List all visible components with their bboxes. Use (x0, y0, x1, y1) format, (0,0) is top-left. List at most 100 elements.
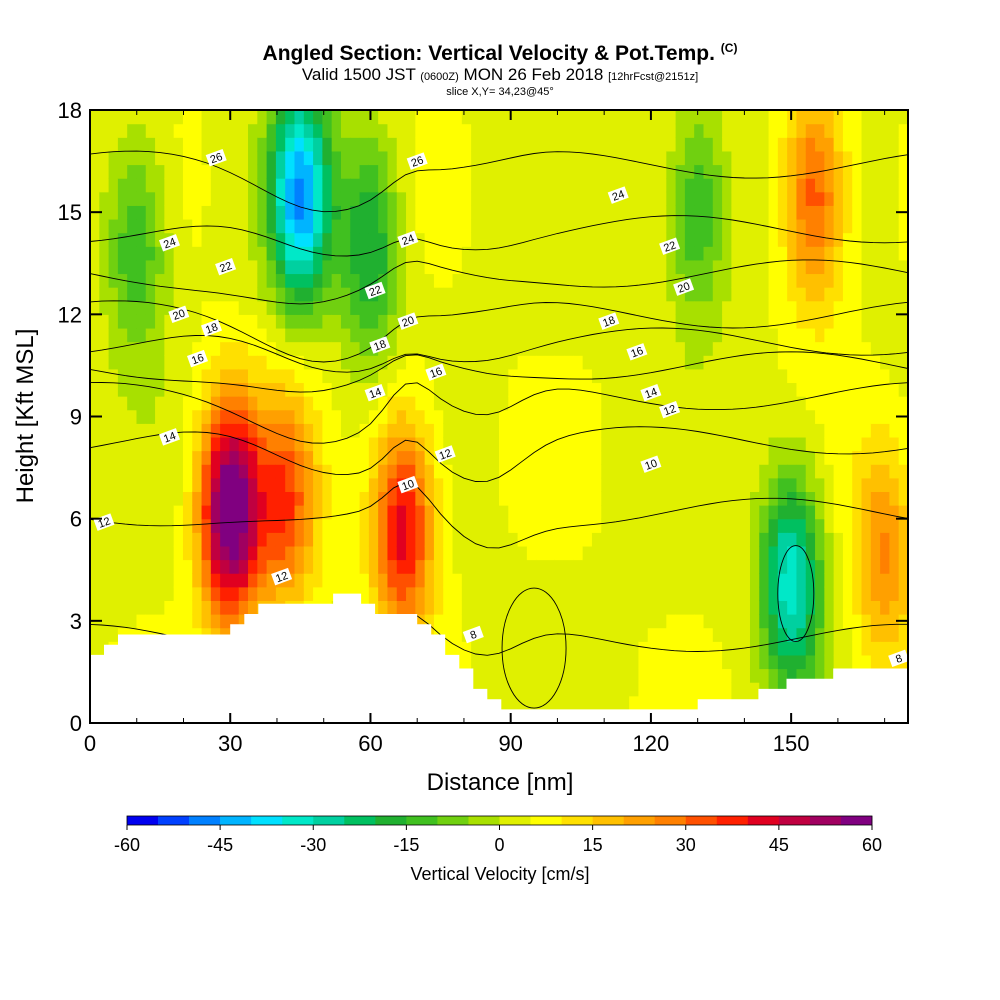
heat-cell (238, 191, 249, 206)
heat-cell (387, 300, 398, 315)
heat-cell (573, 327, 584, 343)
heat-cell (861, 137, 872, 152)
heat-cell (192, 150, 203, 166)
heat-cell (480, 232, 491, 247)
heat-cell (378, 477, 389, 493)
heat-cell (564, 600, 574, 615)
isentrope-20 (90, 300, 908, 363)
heat-cell (694, 327, 705, 343)
heat-cell (610, 532, 621, 547)
heat-cell (601, 586, 612, 601)
heat-cell (582, 110, 593, 125)
heat-cell (703, 355, 714, 370)
heat-cell (880, 218, 891, 234)
heat-cell (898, 436, 908, 452)
heat-cell (424, 586, 435, 601)
heat-cell (387, 218, 398, 234)
heat-cell (257, 355, 268, 370)
heat-cell (889, 464, 900, 479)
heat-cell (703, 532, 714, 547)
heat-cell (275, 178, 286, 193)
heat-cell (852, 600, 863, 615)
heat-cell (331, 491, 342, 506)
heat-cell (201, 259, 212, 275)
heat-cell (508, 409, 519, 424)
heat-cell (508, 300, 519, 315)
heat-cell (192, 423, 203, 438)
heat-cell (703, 614, 714, 629)
heat-cell (201, 110, 212, 125)
heat-cell (117, 300, 128, 315)
heat-cell (582, 423, 593, 438)
heat-cell (136, 477, 147, 493)
heat-cell (684, 355, 695, 370)
heat-cell (647, 464, 658, 479)
heat-cell (415, 355, 426, 370)
heat-cell (833, 654, 844, 670)
heat-cell (749, 110, 760, 125)
heat-cell (526, 654, 537, 670)
heat-cell (749, 586, 760, 601)
heat-cell (415, 191, 426, 206)
heat-cell (313, 586, 323, 601)
heat-cell (647, 110, 658, 125)
heat-cell (275, 382, 286, 397)
heat-cell (396, 450, 407, 465)
heat-cell (452, 600, 463, 615)
heat-cell (90, 164, 100, 179)
heat-cell (777, 137, 788, 152)
heat-cell (285, 164, 296, 179)
heat-cell (740, 164, 751, 179)
heat-cell (842, 559, 853, 574)
heat-cell (350, 287, 361, 302)
heat-cell (127, 341, 138, 356)
heat-cell (805, 368, 816, 384)
heat-cell (350, 246, 361, 261)
heat-cell (173, 559, 184, 574)
heat-cell (452, 137, 463, 152)
heat-cell (238, 355, 249, 370)
isentrope-label-text: 20 (400, 314, 416, 329)
heat-cell (657, 287, 667, 302)
heat-cell (406, 259, 416, 275)
heat-cell (108, 545, 119, 561)
heat-cell (489, 341, 500, 356)
heat-cell (554, 137, 565, 152)
heat-cell (340, 464, 351, 479)
heat-cell (638, 436, 649, 452)
heat-cell (749, 123, 760, 138)
heat-cell (564, 205, 574, 220)
heat-cell (480, 287, 491, 302)
heat-cell (526, 314, 537, 329)
heat-cell (768, 287, 779, 302)
heat-cell (582, 205, 593, 220)
heat-cell (480, 654, 491, 670)
heat-cell (424, 573, 435, 588)
heat-cell (712, 341, 723, 356)
isentrope-label-text: 8 (894, 653, 904, 666)
heat-cell (387, 477, 398, 493)
heat-cell (889, 641, 900, 656)
heat-cell (192, 123, 203, 138)
heat-cell (433, 341, 444, 356)
heat-cell (201, 505, 212, 520)
heat-cell (424, 505, 435, 520)
heat-cell (201, 382, 212, 397)
heat-cell (313, 150, 323, 166)
heat-cell (99, 464, 110, 479)
heat-cell (889, 491, 900, 506)
heat-cell (694, 246, 705, 261)
heat-cell (749, 341, 760, 356)
heat-cell (545, 518, 556, 533)
heat-cell (461, 218, 472, 234)
heat-cell (378, 191, 389, 206)
heat-cell (155, 600, 165, 615)
heat-cell (285, 110, 296, 125)
heat-cell (787, 273, 798, 288)
heat-cell (210, 368, 221, 384)
isentrope-label-bg (607, 186, 629, 204)
heat-cell (712, 491, 723, 506)
heat-cell (842, 218, 853, 234)
heat-cell (805, 518, 816, 533)
